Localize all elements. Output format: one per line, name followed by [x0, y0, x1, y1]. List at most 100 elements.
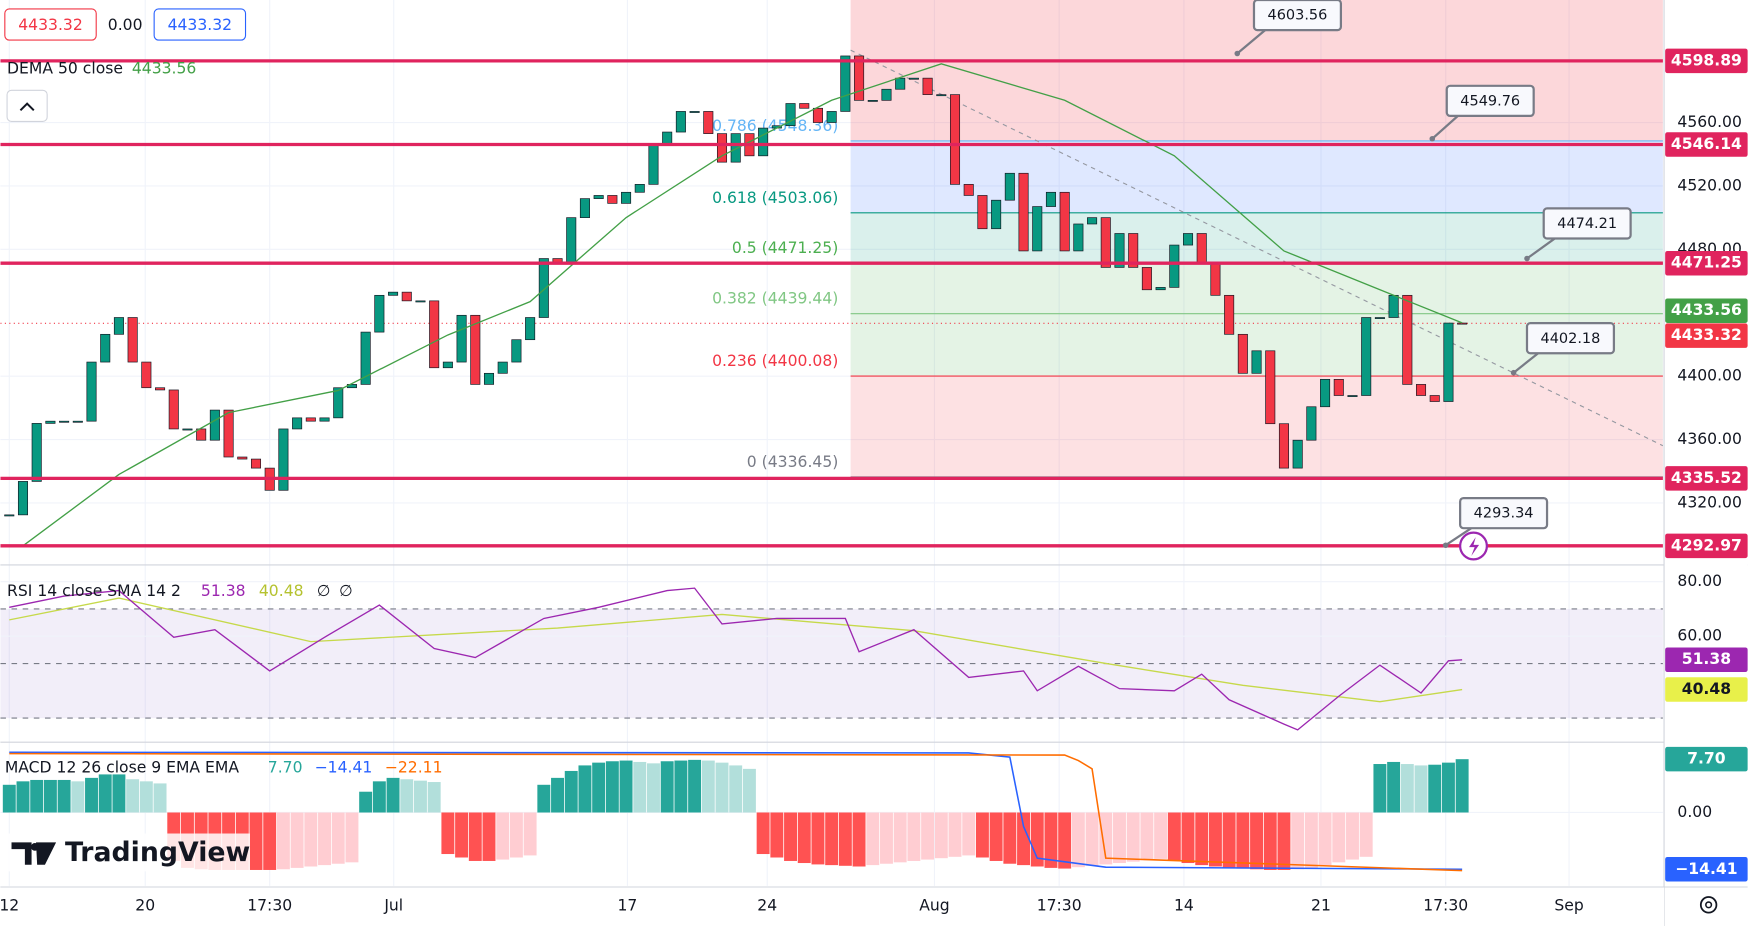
- macd-histogram-bar: [441, 812, 455, 855]
- macd-histogram-bar: [866, 812, 880, 866]
- candle-body: [648, 144, 659, 185]
- price-badge: [1665, 132, 1748, 157]
- x-tick-label: 17:30: [1423, 896, 1468, 914]
- candle-body: [675, 111, 686, 133]
- candle-body: [470, 314, 481, 385]
- x-tick-label: 24: [757, 896, 777, 914]
- indicator-name: RSI 14 close SMA 14 2: [7, 582, 181, 600]
- macd-histogram-bar: [811, 812, 825, 865]
- macd-histogram-bar: [647, 763, 660, 813]
- candle-body: [196, 428, 207, 441]
- candle-body: [1224, 294, 1235, 335]
- candle-body: [1183, 233, 1194, 246]
- candle-body: [662, 131, 673, 146]
- signal-line: [9, 752, 1463, 872]
- y-tick-label: 60.00: [1677, 627, 1722, 645]
- macd-line: [9, 751, 1463, 871]
- indicator-name: DEMA 50 close: [7, 60, 123, 78]
- candle-body: [1045, 191, 1056, 207]
- macd-histogram-bar: [1455, 759, 1469, 813]
- price-badge: [1665, 677, 1748, 702]
- x-tick-label: 20: [135, 896, 155, 914]
- macd-histogram-bar: [880, 812, 893, 864]
- candle-body: [840, 55, 851, 112]
- candle-body: [237, 456, 248, 460]
- candle-body: [415, 300, 426, 303]
- candle-body: [1210, 261, 1221, 296]
- macd-histogram-bar: [1428, 764, 1442, 813]
- candle-body: [1278, 423, 1289, 469]
- candle-body: [4, 514, 15, 517]
- candle-body: [936, 94, 947, 97]
- macd-histogram-bar: [852, 812, 866, 867]
- alert-icon: [1469, 537, 1480, 557]
- macd-histogram-bar: [962, 812, 976, 856]
- candle-body: [552, 258, 563, 263]
- macd-histogram-bar: [1318, 812, 1332, 866]
- macd-histogram-bar: [934, 812, 948, 859]
- candle-body: [155, 387, 166, 391]
- macd-histogram-bar: [1167, 812, 1181, 861]
- macd-histogram-bar: [359, 791, 373, 813]
- candle-body: [730, 133, 741, 163]
- price-badge-label: 7.70: [1687, 750, 1726, 768]
- callout-pointer: [1526, 237, 1556, 260]
- candle-body: [867, 100, 878, 102]
- price-badge-label: 4433.32: [1671, 326, 1742, 344]
- macd-histogram-bar: [1003, 812, 1017, 864]
- y-tick-label: 4560.00: [1677, 113, 1741, 131]
- x-tick-label: 14: [1174, 896, 1194, 914]
- macd-histogram-bar: [414, 780, 427, 813]
- indicator-value: 7.70: [268, 758, 303, 776]
- candle-body: [1100, 217, 1111, 268]
- candle-body: [949, 94, 961, 185]
- callout-label: 4549.76: [1460, 93, 1520, 109]
- candle-body: [305, 417, 316, 422]
- macd-histogram-bar: [660, 761, 674, 813]
- macd-histogram-bar: [1154, 812, 1168, 859]
- indicator-value: 51.38: [201, 582, 246, 600]
- price-badge: [1665, 533, 1748, 559]
- macd-histogram-bar: [537, 784, 551, 813]
- macd-histogram-bar: [1250, 812, 1264, 870]
- macd-histogram-bar: [1387, 761, 1401, 813]
- macd-histogram-bar: [907, 812, 921, 861]
- candle-body: [1443, 322, 1454, 402]
- change-value: 0.00: [108, 16, 143, 34]
- candle-body: [278, 428, 289, 491]
- macd-histogram-bar: [2, 784, 16, 813]
- fib-region: [850, 212, 1663, 264]
- macd-histogram-bar: [564, 770, 578, 813]
- y-tick-label: 4400.00: [1677, 367, 1741, 385]
- callout-pointer: [1236, 29, 1266, 55]
- candle-body: [319, 417, 330, 422]
- candle-body: [100, 333, 111, 363]
- callout-box: [1445, 84, 1535, 118]
- macd-histogram-bar: [578, 765, 592, 813]
- macd-histogram-bar: [1195, 812, 1209, 866]
- candle-body: [703, 111, 714, 134]
- macd-histogram-bar: [509, 812, 523, 858]
- fib-region: [850, 140, 1663, 213]
- candle-body: [991, 199, 1002, 230]
- candle-body: [1361, 317, 1372, 396]
- candle-body: [1237, 333, 1248, 374]
- price-badge: [1665, 647, 1748, 673]
- settings-button[interactable]: [1699, 896, 1718, 914]
- collapse-button[interactable]: [6, 89, 48, 123]
- macd-histogram-bar: [674, 760, 688, 813]
- price-badge-label: 4292.97: [1671, 536, 1742, 554]
- callout-label: 4293.34: [1474, 506, 1534, 522]
- candle-body: [374, 294, 385, 333]
- macd-histogram-bar: [619, 760, 633, 813]
- candle-body: [881, 88, 892, 101]
- candle-body: [250, 458, 262, 469]
- candle-body: [1402, 294, 1413, 385]
- callout-box: [1252, 0, 1343, 32]
- callout-box: [1525, 322, 1616, 355]
- candle-body: [209, 409, 220, 441]
- macd-histogram-bar: [16, 781, 30, 813]
- macd-histogram-bar: [331, 812, 345, 864]
- macd-histogram-bar: [893, 812, 907, 863]
- macd-histogram-bar: [975, 812, 989, 858]
